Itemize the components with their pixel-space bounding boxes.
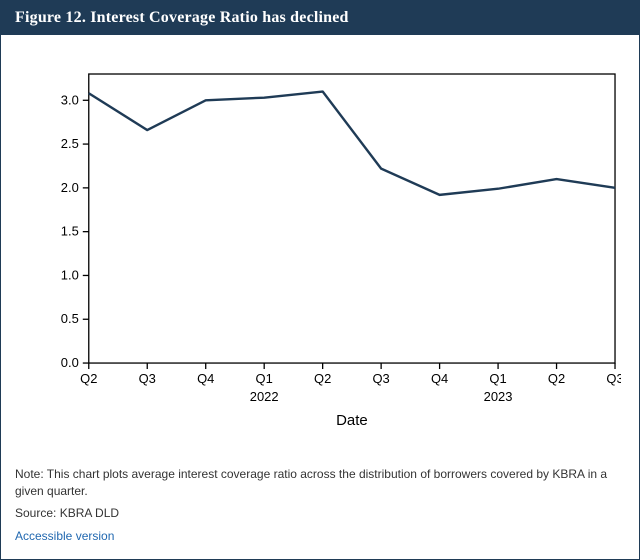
svg-text:2023: 2023	[484, 389, 513, 404]
svg-text:Date: Date	[336, 412, 368, 429]
svg-text:Q2: Q2	[80, 371, 97, 386]
accessible-version-link[interactable]: Accessible version	[15, 528, 625, 545]
svg-text:Q3: Q3	[139, 371, 156, 386]
svg-text:2022: 2022	[250, 389, 279, 404]
svg-text:1.0: 1.0	[61, 267, 79, 282]
line-chart: 0.0 0.5 1.0 1.5 2.0 2.5 3.0 Q2 Q3 Q4 Q1 2022 Q2 Q3 Q4 Q…	[19, 53, 621, 456]
chart-region: 0.0 0.5 1.0 1.5 2.0 2.5 3.0 Q2 Q3 Q4 Q1 2022 Q2 Q3 Q4 Q…	[1, 35, 639, 456]
svg-text:Q2: Q2	[548, 371, 565, 386]
svg-text:Q1: Q1	[256, 371, 273, 386]
svg-text:2.0: 2.0	[61, 180, 79, 195]
svg-text:Q3: Q3	[606, 371, 621, 386]
svg-text:0.5: 0.5	[61, 311, 79, 326]
svg-text:2.5: 2.5	[61, 136, 79, 151]
svg-text:Q4: Q4	[197, 371, 214, 386]
figure-title: Figure 12. Interest Coverage Ratio has d…	[1, 1, 639, 35]
svg-text:Q3: Q3	[372, 371, 389, 386]
svg-text:1.5: 1.5	[61, 224, 79, 239]
svg-text:Q2: Q2	[314, 371, 331, 386]
svg-text:Q1: Q1	[489, 371, 506, 386]
svg-text:3.0: 3.0	[61, 92, 79, 107]
figure-container: Figure 12. Interest Coverage Ratio has d…	[0, 0, 640, 560]
svg-text:Q4: Q4	[431, 371, 448, 386]
figure-footer: Note: This chart plots average interest …	[1, 456, 639, 559]
footer-source: Source: KBRA DLD	[15, 505, 625, 522]
svg-text:0.0: 0.0	[61, 355, 79, 370]
footer-note: Note: This chart plots average interest …	[15, 466, 625, 500]
